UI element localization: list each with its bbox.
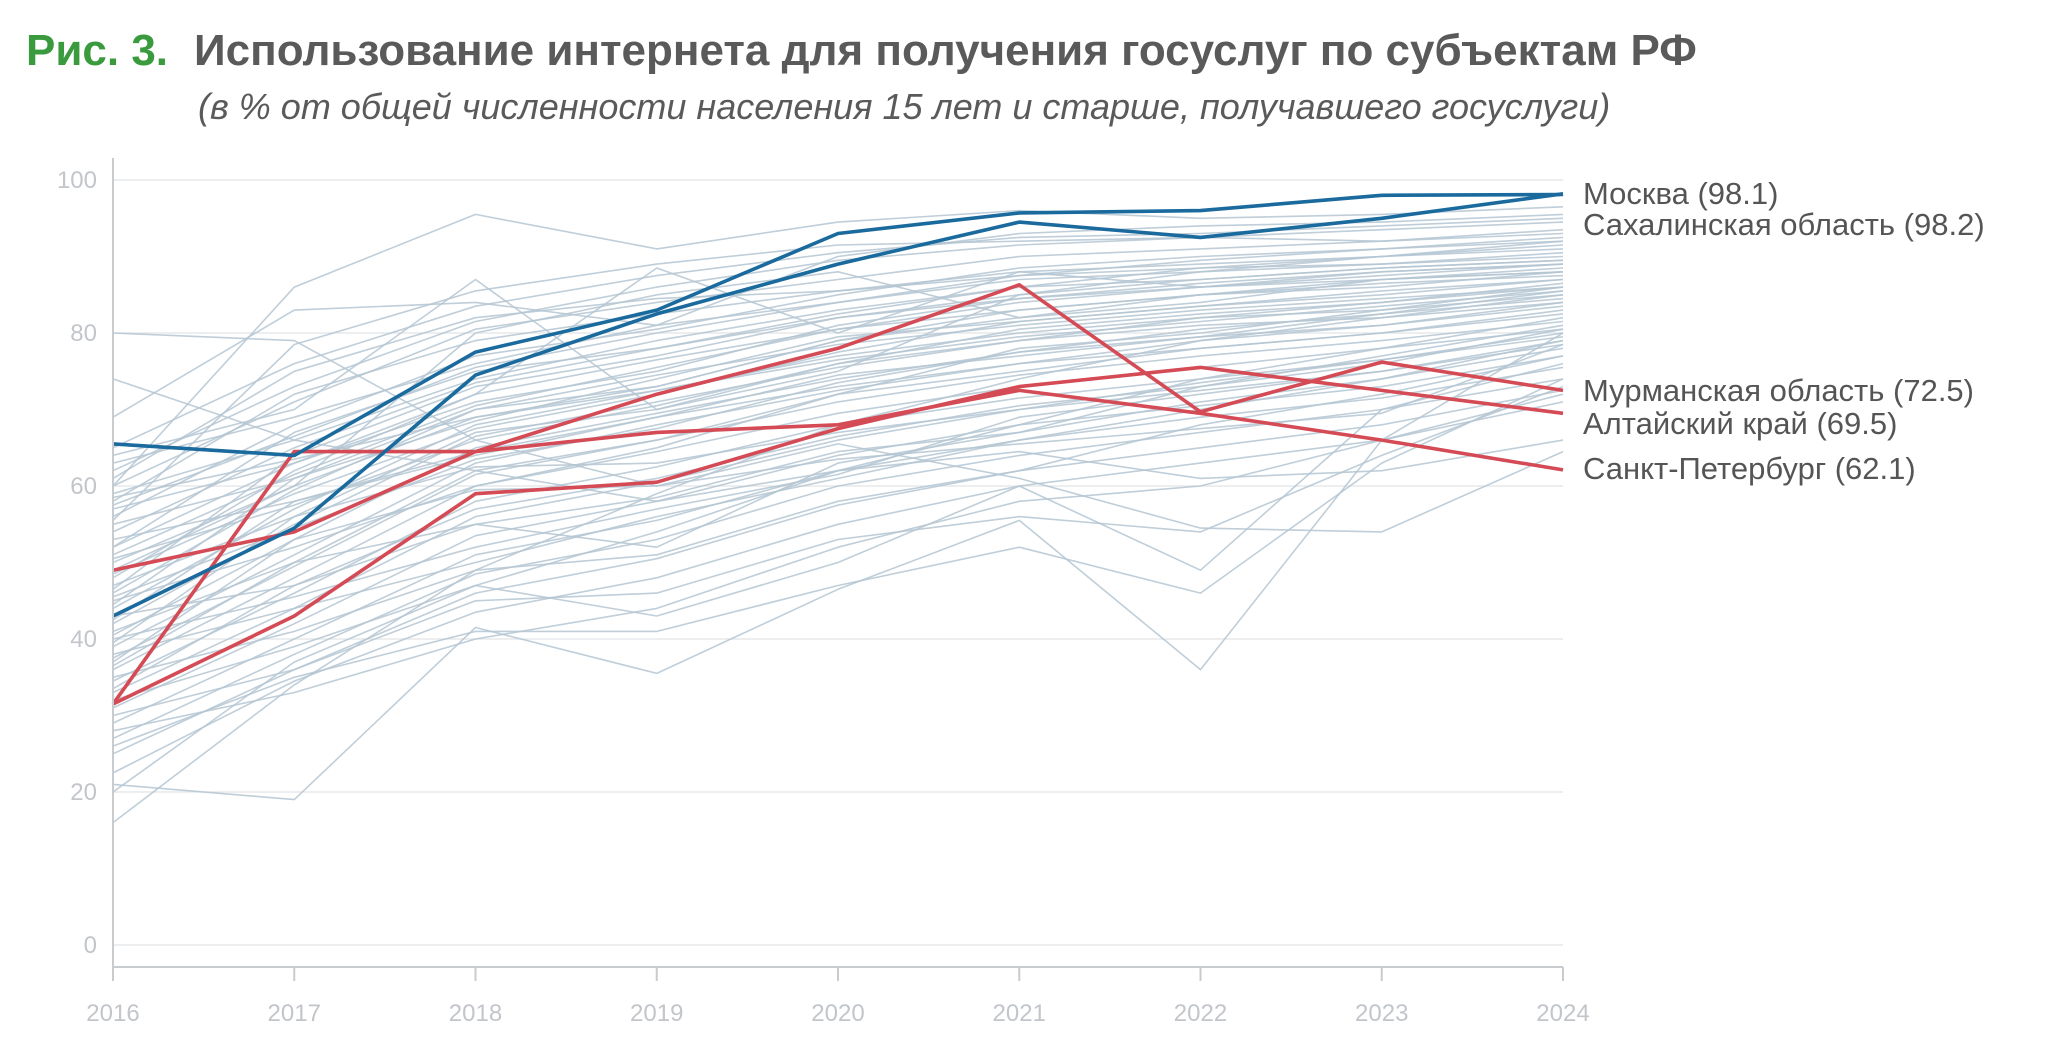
background-series-line bbox=[112, 347, 1564, 667]
background-series-line bbox=[112, 332, 1564, 644]
highlighted-series-line bbox=[112, 192, 1564, 618]
y-tick-label: 40 bbox=[70, 626, 97, 653]
background-series-line bbox=[112, 309, 1564, 633]
y-tick-label: 60 bbox=[70, 473, 97, 500]
background-series-line bbox=[112, 401, 1564, 774]
x-tick-label: 2020 bbox=[811, 1000, 864, 1027]
background-series-line bbox=[112, 278, 1564, 606]
background-series-line bbox=[112, 294, 1564, 610]
series-end-label: Алтайский край (69.5) bbox=[1583, 406, 1897, 441]
background-series-line bbox=[112, 240, 1564, 457]
background-series-line bbox=[112, 378, 1564, 747]
background-series-line bbox=[112, 328, 1564, 671]
background-series-line bbox=[112, 378, 1564, 740]
background-series-line bbox=[112, 263, 1564, 548]
background-series-line bbox=[112, 305, 1564, 636]
x-tick-label: 2021 bbox=[993, 1000, 1046, 1027]
figure-title-row: Рис. 3. Использование интернета для полу… bbox=[26, 26, 1697, 76]
x-tick-label: 2019 bbox=[630, 1000, 683, 1027]
background-series-line bbox=[112, 236, 1564, 506]
background-series-line bbox=[112, 286, 1564, 560]
background-series-line bbox=[112, 228, 1564, 487]
highlighted-series-line bbox=[112, 365, 1564, 706]
background-series-line bbox=[112, 232, 1564, 521]
x-tick-label: 2023 bbox=[1355, 1000, 1408, 1027]
background-series-line bbox=[112, 301, 1564, 541]
axis-layer: 0 20 40 60 80 100 2016 2017 2018 2019 2020 2021 2022… bbox=[57, 158, 1590, 1027]
series-end-label: Сахалинская область (98.2) bbox=[1583, 207, 1985, 242]
background-series-line bbox=[112, 328, 1564, 690]
background-series-line bbox=[112, 206, 1564, 487]
figure-subtitle: (в % от общей численности населения 15 л… bbox=[198, 86, 1611, 127]
background-series-line bbox=[112, 244, 1564, 533]
background-series-line bbox=[112, 355, 1564, 709]
series-end-label: Мурманская область (72.5) bbox=[1583, 373, 1974, 408]
background-series-line bbox=[112, 362, 1564, 701]
series-end-label: Москва (98.1) bbox=[1583, 176, 1778, 211]
x-tick-label: 2016 bbox=[86, 1000, 139, 1027]
series-label-layer: Москва (98.1)Сахалинская область (98.2) М… bbox=[1583, 176, 1985, 486]
x-tick-label: 2018 bbox=[449, 1000, 502, 1027]
background-series-line bbox=[112, 290, 1564, 499]
background-series-layer bbox=[112, 206, 1564, 824]
background-series-line bbox=[112, 263, 1564, 510]
y-tick-label: 100 bbox=[57, 167, 97, 194]
background-series-line bbox=[112, 278, 1564, 575]
background-series-line bbox=[112, 355, 1564, 679]
figure-title: Использование интернета для получения го… bbox=[194, 26, 1697, 75]
background-series-line bbox=[112, 393, 1564, 732]
background-series-line bbox=[112, 263, 1564, 556]
background-series-line bbox=[112, 320, 1564, 659]
background-series-line bbox=[112, 301, 1564, 625]
background-series-line bbox=[112, 324, 1564, 617]
background-series-line bbox=[112, 385, 1564, 717]
highlighted-series-line bbox=[112, 192, 1564, 458]
y-tick-label: 80 bbox=[70, 320, 97, 347]
background-series-line bbox=[112, 259, 1564, 590]
y-tick-label: 0 bbox=[84, 932, 97, 959]
background-series-line bbox=[112, 274, 1564, 579]
background-series-line bbox=[112, 336, 1564, 682]
background-series-line bbox=[112, 339, 1564, 656]
background-series-line bbox=[112, 240, 1564, 518]
highlighted-series-line bbox=[112, 283, 1564, 572]
x-tick-label: 2017 bbox=[268, 1000, 321, 1027]
background-series-line bbox=[112, 332, 1564, 801]
y-tick-label: 20 bbox=[70, 779, 97, 806]
x-tick-label: 2024 bbox=[1536, 1000, 1589, 1027]
background-series-line bbox=[112, 343, 1564, 694]
background-series-line bbox=[112, 221, 1564, 472]
background-series-line bbox=[112, 271, 1564, 564]
background-series-line bbox=[112, 248, 1564, 502]
x-tick-label: 2022 bbox=[1174, 1000, 1227, 1027]
figure-number: Рис. 3. bbox=[26, 26, 169, 75]
highlighted-series-line bbox=[111, 388, 1564, 706]
highlighted-series-layer bbox=[111, 192, 1564, 706]
background-series-line bbox=[112, 271, 1564, 571]
series-end-label: Санкт-Петербург (62.1) bbox=[1583, 451, 1916, 486]
background-series-line bbox=[112, 217, 1564, 449]
background-series-line bbox=[112, 343, 1564, 663]
background-series-line bbox=[112, 332, 1564, 533]
background-series-line bbox=[112, 290, 1564, 621]
